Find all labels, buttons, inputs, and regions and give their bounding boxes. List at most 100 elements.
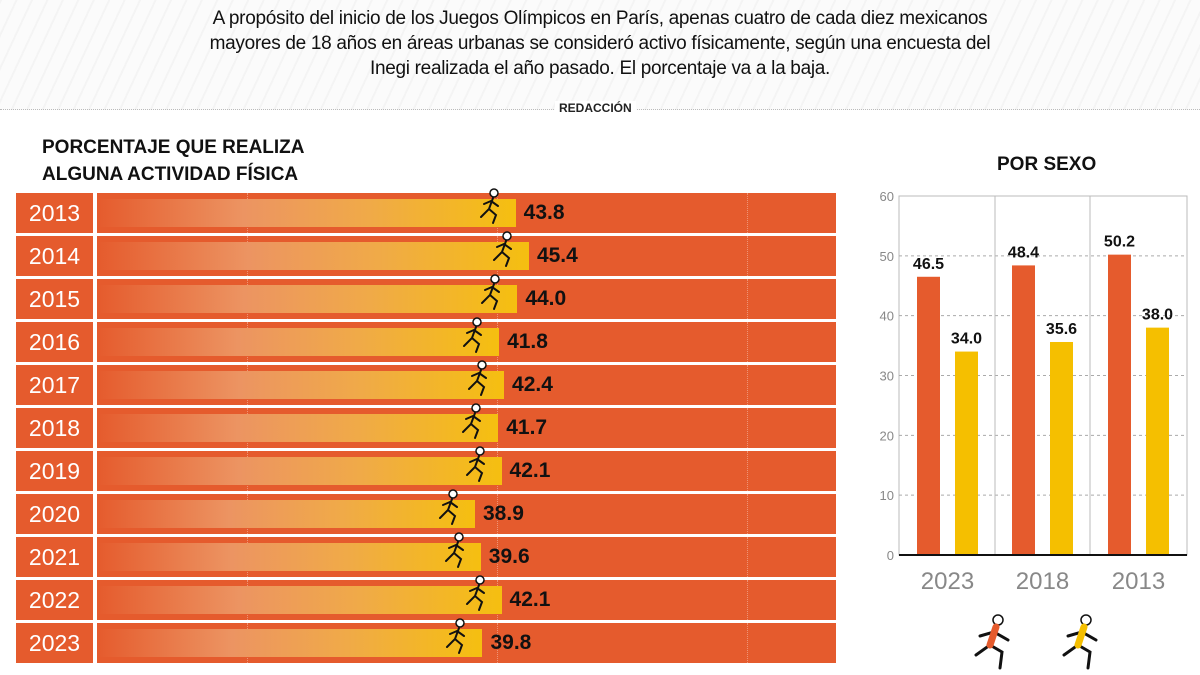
runner-icon (458, 402, 482, 439)
gridline (747, 365, 748, 405)
value-label: 38.0 (1142, 307, 1173, 324)
byline: REDACCIÓN (555, 101, 636, 115)
header-background (0, 0, 1200, 110)
bar-row-2013: 2013 43.8 (16, 188, 836, 233)
value-label: 38.9 (483, 502, 524, 525)
bar-fill (97, 414, 499, 442)
bar-row-2020: 2020 38.9 (16, 489, 836, 534)
bar-hombres-2018 (1012, 265, 1035, 555)
year-label: 2017 (16, 365, 93, 405)
bar-track: 39.6 (97, 532, 836, 577)
value-label: 42.1 (509, 588, 551, 611)
bar-row-2018: 2018 41.7 (16, 403, 836, 448)
y-tick-label: 10 (880, 488, 894, 503)
bar-hombres-2023 (917, 276, 940, 555)
runner-icon (442, 617, 466, 654)
year-label: 2021 (16, 537, 93, 577)
value-label: 39.8 (490, 631, 532, 654)
gridline (497, 537, 498, 577)
bar-track: 42.4 (97, 360, 836, 405)
bar-fill (97, 328, 500, 356)
bar-fill (97, 371, 505, 399)
runner-icon (489, 230, 512, 267)
year-label: 2019 (16, 451, 93, 491)
intro-text: A propósito del inicio de los Juegos Olí… (209, 8, 991, 79)
value-label: 35.6 (1046, 321, 1077, 338)
runner-icon (435, 488, 458, 525)
title-line-1: PORCENTAJE QUE REALIZA (42, 137, 305, 158)
bar-track: 41.7 (97, 403, 836, 448)
gridline (747, 537, 748, 577)
bar-mujeres-2013 (1146, 327, 1169, 555)
y-tick-label: 0 (887, 548, 894, 563)
bar-row-2016: 2016 41.8 (16, 317, 836, 362)
x-tick-label: 2018 (1016, 568, 1069, 595)
bar-track: 45.4 (97, 231, 836, 276)
bar-track: 42.1 (97, 575, 836, 620)
value-label: 41.8 (507, 330, 548, 353)
value-label: 42.1 (509, 459, 551, 482)
runner-icon (477, 273, 501, 310)
value-label: 44.0 (525, 287, 567, 310)
year-label: 2023 (16, 623, 93, 663)
bar-row-2022: 2022 42.1 (16, 575, 836, 620)
title-line-2: ALGUNA ACTIVIDAD FÍSICA (42, 164, 299, 185)
runner-icon (459, 316, 483, 353)
runner-icon (441, 531, 464, 568)
bar-fill (97, 457, 502, 485)
y-tick-label: 20 (880, 428, 894, 443)
bar-track: 42.1 (97, 446, 836, 491)
bar-hombres-2013 (1108, 254, 1131, 556)
bar-row-2017: 2017 42.4 (16, 360, 836, 405)
bar-fill (97, 543, 481, 571)
bar-row-2014: 2014 45.4 (16, 231, 836, 276)
gridline (747, 322, 748, 362)
bar-track: 38.9 (97, 489, 836, 534)
y-tick-label: 30 (880, 369, 894, 384)
year-label: 2015 (16, 279, 93, 319)
bar-fill (97, 285, 518, 313)
bar-track: 43.8 (97, 188, 836, 233)
bar-mujeres-2018 (1050, 341, 1073, 555)
left-chart-title: PORCENTAJE QUE REALIZA ALGUNA ACTIVIDAD … (42, 134, 305, 188)
runner-icon (462, 574, 485, 611)
value-label: 48.4 (1008, 244, 1039, 261)
gridline (747, 451, 748, 491)
bar-fill (97, 199, 516, 227)
year-label: 2018 (16, 408, 93, 448)
x-tick-label: 2013 (1112, 568, 1165, 595)
gridline (497, 623, 498, 663)
value-label: 45.4 (536, 244, 578, 267)
bar-track: 44.0 (97, 274, 836, 319)
bar-fill (97, 586, 502, 614)
bar-track: 41.8 (97, 317, 836, 362)
year-label: 2013 (16, 193, 93, 233)
value-label: 34.0 (951, 331, 982, 348)
gridline (747, 236, 748, 276)
x-tick-label: 2023 (921, 568, 974, 595)
bar-track: 39.8 (97, 618, 836, 663)
male-runner-icon (974, 614, 1010, 670)
bar-row-2023: 2023 39.8 (16, 618, 836, 663)
gridline (747, 623, 748, 663)
bar-mujeres-2023 (955, 351, 978, 555)
gridline (747, 193, 748, 233)
y-tick-label: 40 (880, 309, 894, 324)
value-label: 43.8 (523, 201, 565, 224)
gridline (497, 494, 498, 534)
value-label: 50.2 (1104, 234, 1135, 251)
value-label: 46.5 (913, 256, 944, 273)
gridline (747, 279, 748, 319)
y-tick-label: 60 (880, 189, 894, 204)
bar-fill (97, 500, 475, 528)
right-chart-title: POR SEXO (997, 154, 1097, 175)
year-label: 2014 (16, 236, 93, 276)
runner-icon (464, 359, 488, 396)
value-label: 42.4 (512, 373, 553, 396)
bar-row-2015: 2015 44.0 (16, 274, 836, 319)
plot-frame (898, 195, 1188, 556)
year-label: 2020 (16, 494, 93, 534)
year-label: 2022 (16, 580, 93, 620)
bar-fill (97, 242, 529, 270)
bar-row-2019: 2019 42.1 (16, 446, 836, 491)
